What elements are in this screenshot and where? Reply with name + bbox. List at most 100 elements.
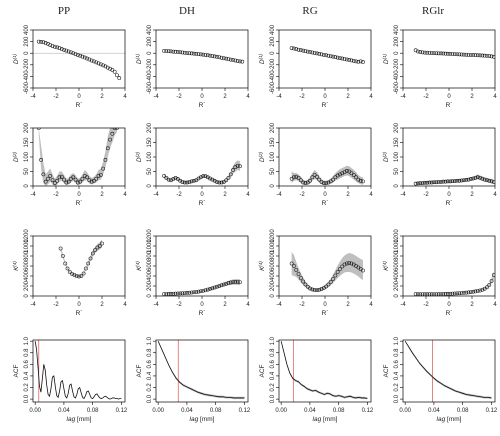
data-point	[459, 178, 464, 183]
y-axis-label: ACF	[136, 364, 143, 377]
x-label-prime: ´	[326, 310, 328, 317]
y-tick-label: 800	[147, 250, 153, 261]
x-label-unit: [mm]	[198, 416, 214, 423]
y-tick-label: 1000	[394, 239, 400, 253]
data-point	[82, 55, 87, 60]
y-tick-label: 0.6	[270, 360, 276, 369]
x-label-unit: [mm]	[445, 416, 461, 423]
data-point	[342, 57, 347, 61]
y-label-superscript: (4)	[258, 261, 263, 267]
y-tick-label: 400	[24, 270, 30, 281]
panel-d2-rglr: -4 -2 0 2 4 0 50 100 150 200 D(2) R´	[382, 122, 498, 207]
data-point	[473, 176, 478, 180]
data-point	[173, 291, 178, 296]
data-point	[187, 290, 192, 295]
data-point	[434, 180, 439, 185]
x-tick-label: -4	[276, 192, 282, 198]
data-point	[169, 291, 173, 296]
data-point	[88, 256, 93, 261]
data-point	[52, 44, 57, 49]
panel-frame	[402, 339, 496, 403]
data-point	[219, 180, 224, 185]
data-point	[301, 279, 306, 284]
y-tick-label: 0	[24, 294, 30, 298]
column-title-pp: PP	[58, 5, 70, 17]
data-point	[219, 55, 224, 60]
data-point	[445, 291, 450, 296]
x-axis-label: R´	[446, 200, 453, 207]
y-tick-label: 200	[24, 36, 30, 47]
data-point	[61, 254, 65, 258]
data-point	[65, 266, 70, 271]
data-point	[178, 291, 183, 296]
data-point	[358, 178, 363, 183]
plot-area-k4-dh	[162, 279, 242, 296]
x-tick-label: -4	[276, 302, 282, 308]
data-point	[162, 292, 166, 296]
data-point	[86, 261, 91, 266]
y-tick-label: 1200	[270, 229, 276, 243]
data-point	[289, 261, 294, 266]
y-tick-label: -400	[147, 70, 153, 83]
data-point	[39, 158, 43, 162]
y-label-base: D	[383, 59, 390, 64]
data-point	[89, 179, 94, 184]
x-label-prime: ´	[80, 200, 82, 207]
data-point	[441, 179, 446, 184]
data-point	[422, 180, 427, 185]
data-point	[331, 54, 335, 59]
data-point	[94, 176, 99, 181]
y-tick-label: 400	[394, 270, 400, 281]
y-tick-label: 100	[24, 151, 30, 162]
y-tick-label: 0	[394, 184, 400, 188]
x-label-prime: ´	[80, 102, 82, 109]
x-tick-label: 0.04	[181, 408, 193, 414]
data-point	[208, 53, 212, 58]
x-tick-label: -4	[153, 192, 159, 198]
data-point	[101, 166, 106, 171]
panel-d2-pp: -4 -2 0 2 4 0 50 100 150 200 D(2) R´	[12, 122, 128, 207]
data-point	[180, 180, 185, 184]
x-tick-label: 2	[100, 94, 104, 100]
y-tick-label: 1.0	[24, 336, 30, 345]
data-point	[235, 280, 240, 284]
x-tick-label: 4	[369, 302, 373, 308]
data-point	[321, 181, 326, 185]
data-point	[87, 57, 92, 62]
y-axis-label: D(2)	[258, 151, 267, 162]
y-axis-label: D(2)	[135, 151, 144, 162]
data-point	[436, 180, 441, 184]
y-tick-label: 800	[270, 250, 276, 261]
data-point	[480, 53, 485, 58]
data-point	[203, 288, 208, 293]
panel-d2-dh: -4 -2 0 2 4 0 50 100 150 200 D(2) R´	[135, 122, 251, 207]
x-axis-label: R´	[199, 200, 206, 207]
data-point	[349, 171, 354, 176]
data-point	[468, 177, 473, 181]
data-point	[420, 181, 425, 185]
y-label-superscript: (2)	[12, 151, 17, 157]
data-point	[226, 281, 231, 285]
data-point	[80, 54, 85, 59]
data-point	[443, 179, 448, 184]
data-point	[171, 49, 176, 54]
y-tick-label: 0	[270, 184, 276, 188]
data-point	[315, 51, 319, 56]
x-axis-label: lag [mm]	[313, 416, 338, 423]
x-tick-label: -4	[30, 192, 36, 198]
data-point	[491, 273, 495, 277]
data-point	[344, 261, 349, 266]
data-point	[210, 54, 215, 58]
data-point	[71, 175, 76, 180]
data-point	[212, 285, 217, 290]
data-point	[312, 288, 317, 292]
data-point	[450, 179, 455, 183]
plot-area-acf-pp	[34, 340, 122, 402]
data-point	[62, 177, 66, 182]
data-point	[66, 179, 71, 184]
data-point	[413, 181, 418, 186]
y-tick-label: 150	[147, 137, 153, 148]
data-point	[466, 52, 471, 57]
y-tick-label: 1.0	[394, 336, 400, 345]
data-point	[39, 40, 43, 44]
